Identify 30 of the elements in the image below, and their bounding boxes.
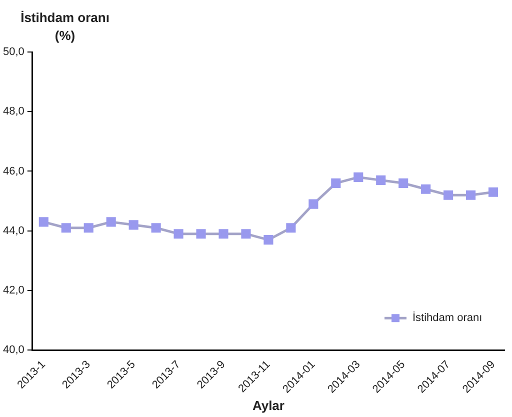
point: [106, 217, 116, 227]
point: [308, 199, 318, 209]
point: [61, 223, 71, 233]
point: [38, 217, 48, 227]
y-tick-label: 50,0: [2, 46, 24, 58]
point: [421, 184, 431, 194]
y-tick-label: 44,0: [2, 224, 24, 237]
point: [128, 220, 138, 230]
point: [264, 235, 274, 245]
point: [196, 229, 206, 239]
point: [398, 178, 408, 188]
point: [376, 175, 386, 185]
y-tick-label: 46,0: [2, 165, 24, 178]
x-axis-title: Aylar: [252, 398, 284, 413]
point: [286, 223, 296, 233]
y-axis-title: İstihdam oranı (%): [20, 10, 110, 43]
y-tick-label: 40,0: [2, 344, 24, 356]
point: [466, 190, 476, 200]
y-tick-label: 42,0: [2, 284, 24, 297]
point: [84, 223, 94, 233]
y-tick-label: 48,0: [2, 106, 24, 118]
point: [444, 190, 454, 200]
point: [331, 178, 341, 188]
point: [354, 172, 364, 182]
point: [174, 229, 184, 239]
point: [151, 223, 161, 233]
point: [241, 229, 251, 239]
point: [218, 229, 228, 239]
point: [488, 187, 498, 197]
legend-label: İstihdam oranı: [412, 311, 482, 324]
